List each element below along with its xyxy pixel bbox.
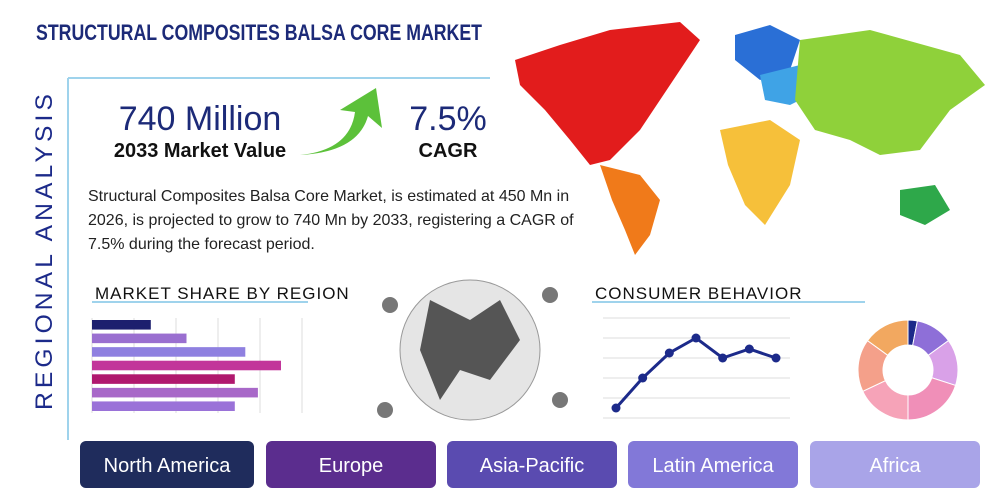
description: Structural Composites Balsa Core Market,… [88, 188, 574, 253]
region-tab[interactable] [266, 441, 436, 488]
region-tab[interactable] [80, 441, 254, 488]
point [664, 348, 674, 358]
bar [92, 387, 258, 398]
bar [92, 401, 235, 411]
description-box: Structural Composites Balsa Core Market,… [88, 188, 574, 253]
section-title: MARKET SHARE BY REGION [95, 284, 350, 303]
region-label[interactable]: Asia-Pacific [480, 455, 584, 477]
point [691, 333, 701, 343]
bar [92, 374, 235, 384]
frame [67, 77, 490, 440]
point [718, 353, 728, 363]
donut-chart [857, 319, 959, 421]
point [744, 344, 754, 354]
world-map [515, 22, 985, 255]
section-title: CONSUMER BEHAVIOR [595, 284, 803, 303]
bar [92, 320, 151, 330]
region-label[interactable]: North America [104, 455, 232, 477]
bar [92, 347, 246, 357]
donut-slice [907, 377, 957, 421]
region-label[interactable]: Latin America [652, 455, 774, 477]
region-tab[interactable] [810, 441, 980, 488]
region-tab[interactable] [447, 441, 617, 488]
point [611, 403, 621, 413]
bar [92, 360, 281, 371]
point [638, 373, 648, 383]
bar-chart [91, 318, 303, 413]
region-label[interactable]: Europe [319, 455, 384, 477]
market-value-label: 2033 Market Value [114, 140, 286, 162]
bar [92, 333, 187, 344]
cagr-label: CAGR [419, 140, 478, 162]
side-label: REGIONAL ANALYSIS [31, 90, 58, 410]
donut-slice [866, 319, 909, 357]
cagr-value: 7.5% [409, 100, 487, 138]
globe-icon [377, 279, 568, 421]
region-tab[interactable] [628, 441, 798, 488]
arrow-icon [300, 88, 382, 155]
line-chart [603, 317, 790, 419]
region-tabs: North America Europe Asia-Pacific Latin Ame… [80, 441, 980, 488]
point [771, 353, 781, 363]
title: STRUCTURAL COMPOSITES BALSA CORE MARKET [36, 20, 482, 45]
region-label[interactable]: Africa [869, 455, 921, 477]
market-value: 740 Million [119, 100, 282, 138]
